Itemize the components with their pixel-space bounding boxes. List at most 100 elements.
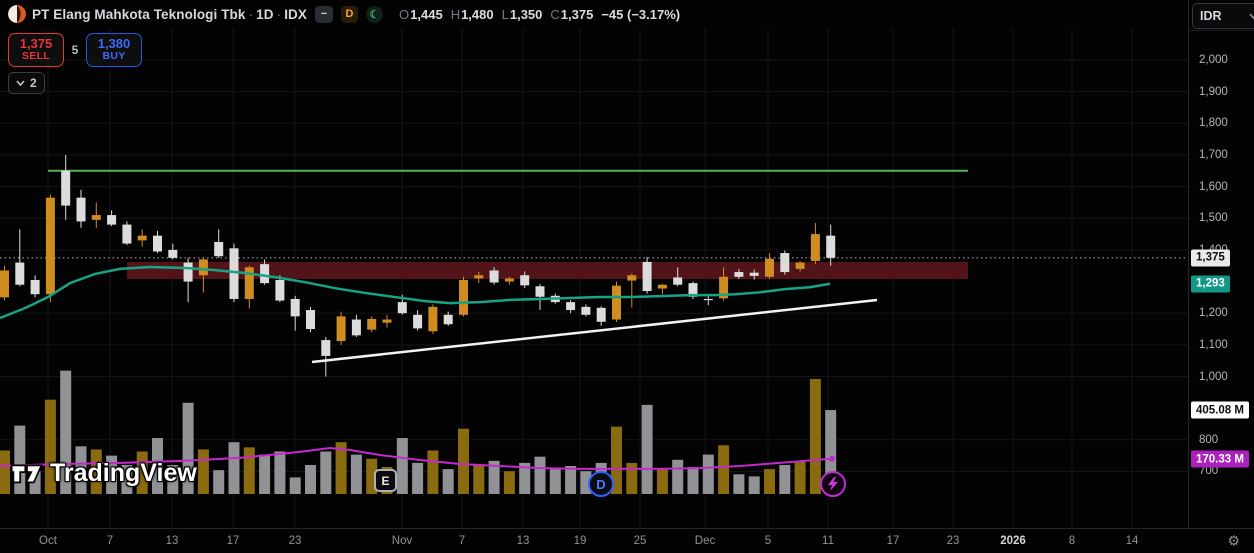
price-tick: 1,600 [1199,180,1228,193]
candle-body [198,259,208,276]
volume-bar [412,462,424,494]
candle-body [107,215,117,225]
time-tick: Oct [39,535,57,547]
volume-bar [534,456,546,494]
candle-body [428,306,438,332]
earnings-marker[interactable]: E [374,469,397,492]
candle-body [612,285,621,320]
chevron-down-icon [16,80,25,86]
currency-selector[interactable]: IDR [1192,3,1254,29]
candle-body [765,258,774,277]
volume-bar [473,464,485,494]
candle-body [535,286,545,297]
volume-bar [90,449,102,494]
symbol-logo-icon[interactable] [8,5,26,23]
watermark-text: TradingView [50,458,197,487]
volume-bar [672,459,684,494]
price-tick: 1,000 [1199,370,1228,383]
volume-bar [718,445,730,494]
candle-body [306,310,315,330]
price-tick: 800 [1199,433,1219,446]
time-tick: 5 [764,535,772,547]
volume-bar [396,438,408,494]
price-tick: 700 [1199,465,1219,478]
volume-bar [320,451,332,494]
buy-button[interactable]: 1,380 BUY [86,33,142,67]
volume-bar [274,451,286,494]
dividends-marker[interactable]: D [588,471,614,497]
volume-bar [549,469,561,494]
change-value: −45 (−3.17%) [601,6,681,22]
candle-body [76,197,86,222]
volume-bar [152,438,163,494]
volume-bar [366,458,378,494]
time-tick: 7 [106,535,114,547]
collapsed-indicators-toggle[interactable]: 2 [8,72,45,94]
volume-bar [809,378,821,494]
price-tick: 1,200 [1199,307,1228,320]
volume-bar [350,454,362,494]
candle-body [61,170,71,206]
open-value: 1,445 [410,6,443,22]
candle-body [153,235,162,252]
candle-body [657,284,667,289]
volume-bar [0,450,10,494]
market-closed-moon-icon[interactable]: ☾ [366,5,384,23]
chevron-down-icon [1249,13,1254,19]
candlestick-chart[interactable] [0,0,1188,528]
candle-body [780,253,790,273]
candle-body [795,262,805,269]
candle-body [504,278,514,282]
volume-bar [733,474,745,494]
axis-settings-gear-icon[interactable]: ⚙ [1227,532,1240,549]
candle-body [229,248,239,299]
symbol-header: PT Elang Mahkota Teknologi Tbk · 1D · IDX − … [0,0,1196,28]
volume-bar [687,467,699,494]
sell-label: SELL [21,50,51,63]
price-axis[interactable]: IDR 2,0001,9001,8001,7001,6001,5001,4001… [1188,0,1254,528]
volume-bar [182,402,194,494]
time-tick: 23 [288,535,302,547]
volume-bar [427,450,439,494]
time-axis[interactable]: Oct 7 13 17 23 Nov 7 13 19 25 Dec 5 11 17 23 2026 8 14 ⚙ [0,528,1254,553]
time-tick: 25 [633,535,647,547]
volume-bar [626,462,638,494]
candle-body [413,314,423,329]
sell-button[interactable]: 1,375 SELL [8,33,64,67]
collapsed-count: 2 [30,76,37,90]
trendline [311,298,878,364]
volume-bar [503,471,515,494]
close-label: C [550,6,560,22]
candle-body [688,283,698,297]
buy-price: 1,380 [97,36,131,52]
volume-bar [656,469,668,494]
minus-icon[interactable]: − [315,5,334,23]
time-tick: 7 [458,535,466,547]
price-tick: 2,000 [1199,54,1228,66]
candle-body [627,275,637,281]
volume-bar [305,464,316,494]
candle-body [91,215,101,220]
volume-bar [44,399,56,494]
volume-bar [197,449,209,494]
candle-body [275,279,285,301]
currency-label: IDR [1200,9,1222,23]
candle-body [397,302,407,314]
candle-body [137,235,147,241]
low-value: 1,350 [509,6,543,22]
interval-d-badge[interactable]: D [341,5,359,23]
chart-canvas[interactable] [0,0,1188,528]
trade-panel: 1,375 SELL 5 1,380 BUY [8,33,142,67]
volume-bar [825,410,837,494]
bolt-marker[interactable] [820,471,846,497]
volume-bar [106,455,118,494]
volume-value-label: 405.08 M [1191,401,1249,419]
candle-body [30,279,40,295]
symbol-title[interactable]: PT Elang Mahkota Teknologi Tbk · 1D · IDX [32,7,307,22]
timeframe-label: 1D [256,6,274,22]
volume-bar [519,462,531,494]
candle-body [642,261,652,292]
volume-bar [458,428,469,494]
price-tick: 1,700 [1199,148,1228,161]
candle-body [290,298,300,317]
